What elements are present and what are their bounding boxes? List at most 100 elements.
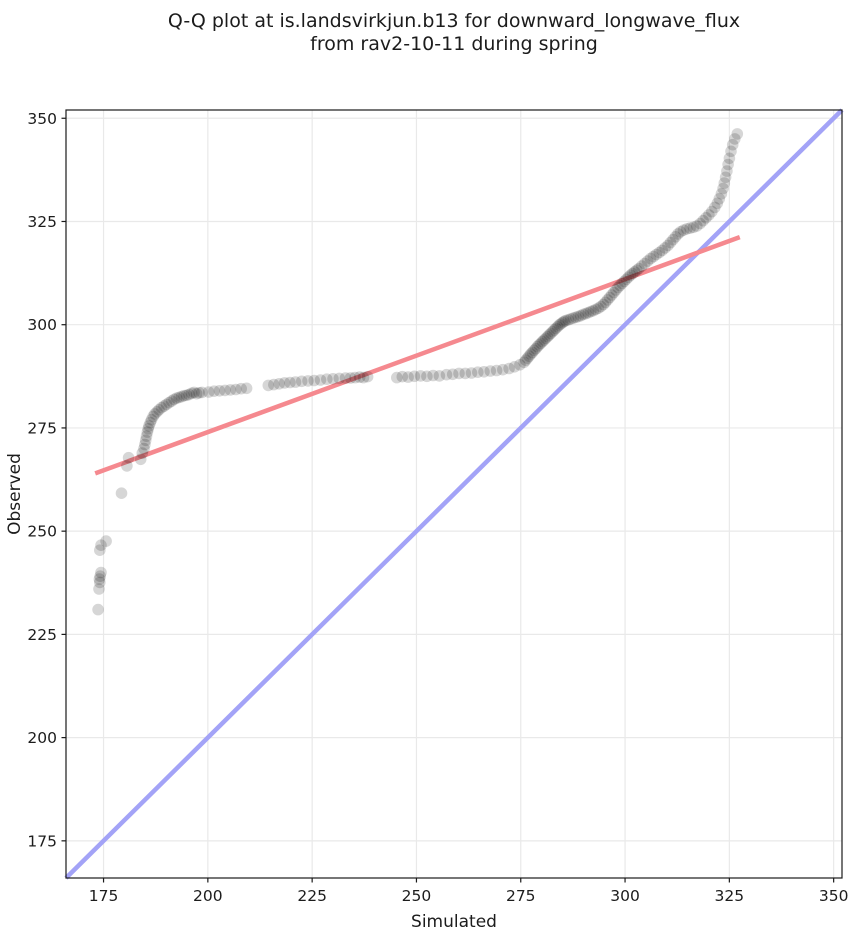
scatter-point [151,406,163,418]
scatter-point [635,260,648,272]
scatter-point [545,327,557,340]
scatter-point [440,368,453,381]
scatter-point [158,400,170,412]
scatter-point [624,269,637,282]
scatter-point [122,451,135,464]
scatter-point [140,430,153,443]
scatter-point [590,303,602,316]
x-tick-label: 300 [610,887,640,905]
scatter-point [155,401,168,414]
chart-title-line2: from rav2-10-11 during spring [310,33,598,55]
scatter-point [577,308,590,321]
scatter-point [93,583,105,595]
scatter-point [719,171,732,184]
scatter-point [95,539,107,551]
scatter-point [722,158,734,171]
scatter-point [391,371,403,384]
scatter-point [94,544,106,556]
scatter-point [575,309,587,322]
y-axis-label: Observed [5,453,25,535]
scatter-point [518,356,530,369]
scatter-point [525,348,537,360]
scatter-point [268,378,280,391]
scatter-point [180,389,193,402]
scatter-point [408,370,421,383]
scatter-point [138,442,150,455]
scatter-point [295,375,308,388]
scatter-point [723,152,736,165]
scatter-point [653,246,666,259]
scatter-point [361,370,374,383]
scatter-point [327,373,339,385]
scatter-point [92,603,104,616]
scatter-point [289,376,302,388]
scatter-point [731,128,744,140]
scatter-point [587,304,600,317]
scatter-point [514,359,526,371]
scatter-point [687,221,700,234]
scatter-point [314,374,327,386]
scatter-point [273,378,286,390]
scatter-point [622,271,635,284]
scatter-point [541,330,554,343]
scatter-point [555,318,567,330]
x-tick-label: 250 [402,887,432,905]
scatter-point [94,570,106,582]
scatter-point [163,396,175,409]
scatter-point [520,354,532,367]
scatter-point [224,384,237,396]
scatter-point [540,332,552,345]
scatter-point [149,408,161,420]
scatter-point [139,434,152,447]
scatter-point [580,307,592,320]
scatter-point [344,372,357,384]
scatter-point [196,386,208,399]
scatter-point [433,370,446,382]
scatter-point [526,346,539,359]
scatter-point [235,382,247,395]
scatter-point [538,334,550,346]
scatter-point [453,367,465,380]
y-tick-label: 250 [27,523,57,541]
scatter-point [548,324,560,336]
scatter-point [546,325,559,338]
scatter-point [597,298,610,311]
scatter-point [465,367,478,379]
scatter-point [230,383,242,396]
scatter-point [638,257,651,270]
scatter-point [664,236,677,249]
scatter-point [533,339,545,351]
scatter-point [667,233,679,246]
scatter-point [153,404,165,416]
scatter-point [536,335,549,348]
scatter-point [626,267,639,280]
scatter-point [616,277,628,290]
scatter-point [136,447,149,459]
scatter-point [681,223,693,235]
scatter-point [620,273,633,286]
scatter-point [677,224,690,236]
scatter-point [605,289,618,301]
x-tick-label: 175 [89,887,119,905]
scatter-point [610,284,622,296]
scatter-point [656,244,668,257]
y-tick-label: 225 [27,626,57,644]
scatter-point [490,364,503,377]
scatter-point [185,387,198,400]
scatter-point [262,379,275,392]
scatter-point [193,387,205,399]
scatter-point [709,201,721,214]
scatter-point [572,310,585,323]
y-tick-label: 200 [27,729,57,747]
scatter-point [582,306,595,319]
y-axis-ticks: 175 200 225 250 275 300 325 350 [27,110,66,850]
scatter-point [94,576,106,589]
scatter-point [478,366,490,378]
scatter-point [647,250,660,263]
scatter-point [560,314,572,327]
reference-lines [64,108,844,880]
scatter-point [562,314,575,326]
scatter-point [178,389,190,402]
